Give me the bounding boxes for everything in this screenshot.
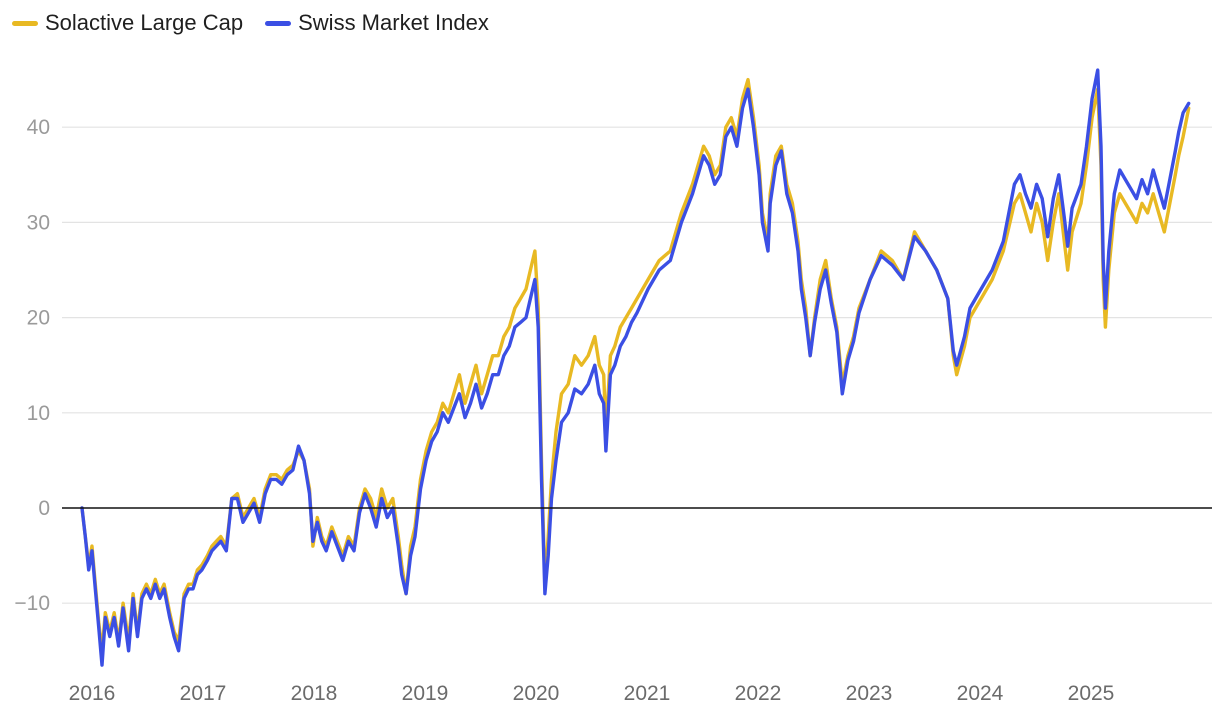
x-tick-label: 2022 bbox=[735, 682, 782, 705]
y-tick-label: 30 bbox=[27, 211, 50, 234]
x-axis-labels: 2016 2017 2018 2019 2020 2021 2022 2023 2024 2025 bbox=[69, 682, 1115, 705]
x-tick-label: 2019 bbox=[402, 682, 449, 705]
x-tick-label: 2021 bbox=[624, 682, 671, 705]
legend-item-solactive[interactable]: Solactive Large Cap bbox=[12, 10, 243, 36]
legend-swatch-smi bbox=[265, 20, 292, 26]
x-tick-label: 2017 bbox=[180, 682, 227, 705]
gridlines bbox=[62, 126, 1212, 604]
y-tick-label: 10 bbox=[27, 402, 50, 425]
x-tick-label: 2024 bbox=[957, 682, 1004, 705]
y-tick-label: 20 bbox=[27, 307, 50, 330]
y-tick-label: 40 bbox=[27, 116, 50, 139]
x-tick-label: 2020 bbox=[513, 682, 560, 705]
legend-label-smi: Swiss Market Index bbox=[298, 10, 489, 35]
x-tick-label: 2016 bbox=[69, 682, 116, 705]
x-tick-label: 2025 bbox=[1068, 682, 1115, 705]
y-axis-labels: −10 0 10 20 30 40 bbox=[14, 116, 50, 615]
series-line-solactive bbox=[80, 77, 1191, 653]
legend-swatch-solactive bbox=[12, 20, 38, 26]
series-lines bbox=[80, 68, 1191, 667]
y-tick-label: −10 bbox=[14, 592, 50, 615]
legend-item-smi[interactable]: Swiss Market Index bbox=[265, 10, 489, 36]
x-tick-label: 2023 bbox=[846, 682, 893, 705]
x-tick-label: 2018 bbox=[291, 682, 338, 705]
legend: Solactive Large Cap Swiss Market Index bbox=[12, 10, 489, 36]
legend-label-solactive: Solactive Large Cap bbox=[45, 10, 244, 35]
y-tick-label: 0 bbox=[38, 497, 50, 520]
series-line-smi bbox=[80, 68, 1191, 667]
